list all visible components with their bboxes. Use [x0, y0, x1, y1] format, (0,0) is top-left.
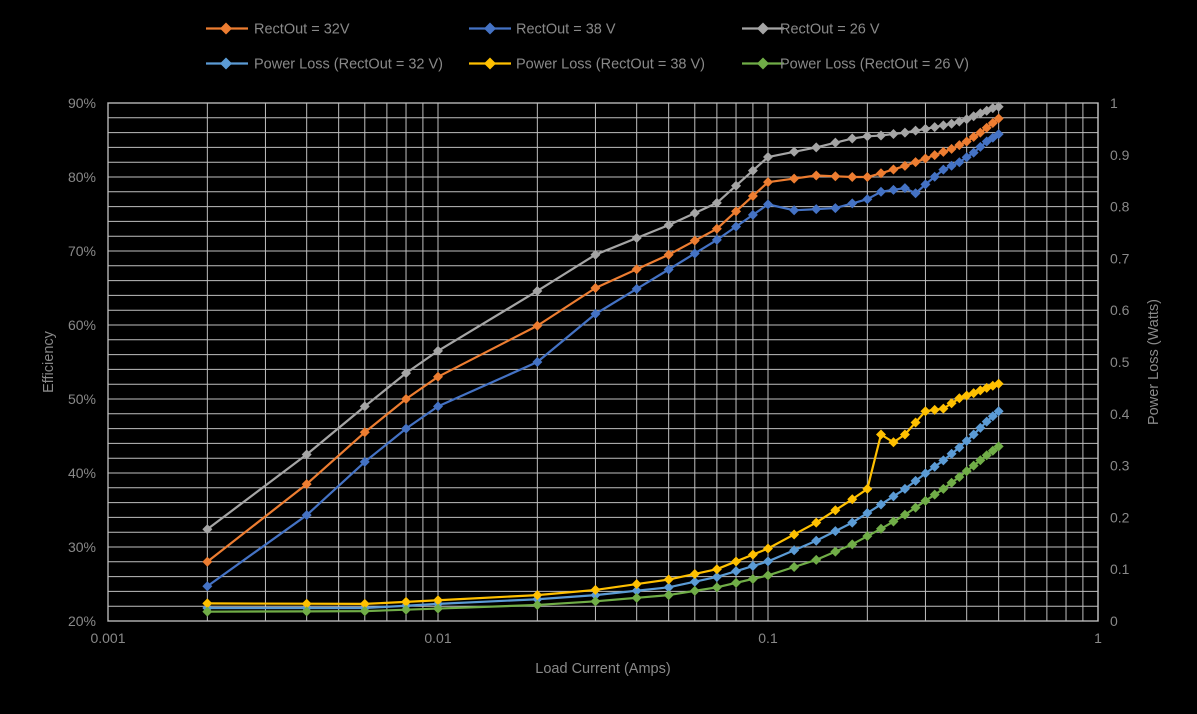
svg-text:Power Loss (RectOut = 26 V): Power Loss (RectOut = 26 V): [780, 57, 969, 73]
svg-text:0.6: 0.6: [1110, 302, 1130, 318]
svg-text:60%: 60%: [68, 317, 96, 333]
svg-text:0.01: 0.01: [424, 630, 451, 646]
svg-text:1: 1: [1110, 95, 1118, 111]
svg-text:1: 1: [1094, 630, 1102, 646]
svg-text:RectOut = 38 V: RectOut = 38 V: [516, 22, 616, 38]
svg-text:0.001: 0.001: [90, 630, 125, 646]
svg-text:RectOut = 26 V: RectOut = 26 V: [780, 22, 880, 38]
svg-text:0.3: 0.3: [1110, 458, 1130, 474]
svg-text:0.8: 0.8: [1110, 199, 1130, 215]
svg-text:0.1: 0.1: [758, 630, 778, 646]
svg-text:Efficiency: Efficiency: [41, 330, 57, 393]
svg-text:0: 0: [1110, 613, 1118, 629]
svg-text:Load Current (Amps): Load Current (Amps): [535, 661, 670, 677]
svg-text:90%: 90%: [68, 95, 96, 111]
svg-text:70%: 70%: [68, 243, 96, 259]
svg-text:Power Loss (Watts): Power Loss (Watts): [1146, 299, 1162, 425]
svg-text:50%: 50%: [68, 391, 96, 407]
svg-text:20%: 20%: [68, 613, 96, 629]
svg-text:0.7: 0.7: [1110, 250, 1130, 266]
svg-text:0.9: 0.9: [1110, 147, 1130, 163]
svg-text:Power Loss (RectOut = 38 V): Power Loss (RectOut = 38 V): [516, 57, 705, 73]
svg-text:80%: 80%: [68, 169, 96, 185]
svg-text:0.4: 0.4: [1110, 406, 1130, 422]
svg-text:Power Loss (RectOut = 32 V): Power Loss (RectOut = 32 V): [254, 57, 443, 73]
svg-text:40%: 40%: [68, 465, 96, 481]
svg-text:0.5: 0.5: [1110, 354, 1130, 370]
svg-text:30%: 30%: [68, 539, 96, 555]
svg-text:RectOut = 32V: RectOut = 32V: [254, 22, 350, 38]
svg-text:0.1: 0.1: [1110, 561, 1130, 577]
svg-text:0.2: 0.2: [1110, 509, 1130, 525]
